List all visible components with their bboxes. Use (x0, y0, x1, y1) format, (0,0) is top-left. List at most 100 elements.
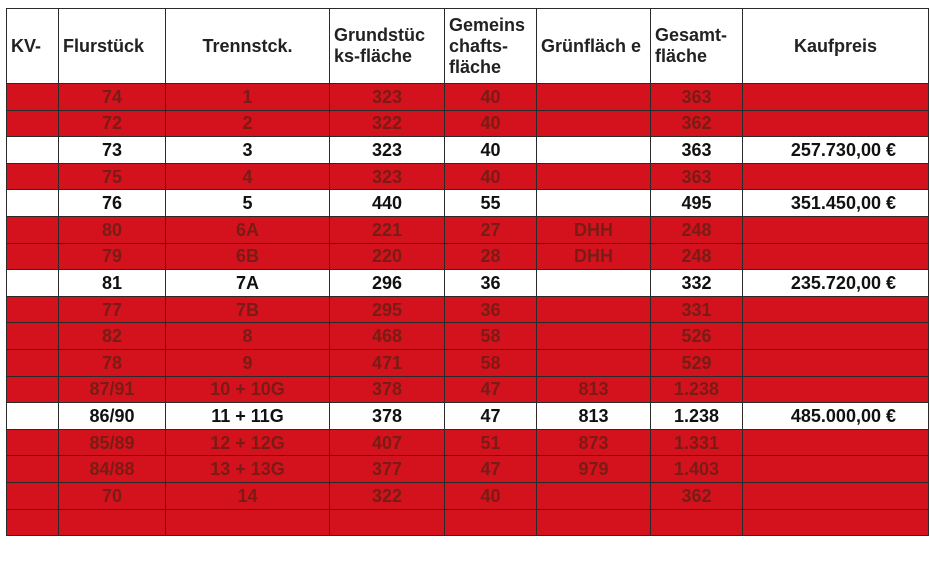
table-row: 87/91 10 + 10G 378 47 813 1.238 (6, 375, 929, 404)
cell-trennstueck: 5 (165, 189, 330, 217)
header-flurstueck: Flurstück (58, 8, 166, 84)
cell-kaufpreis (742, 83, 929, 111)
header-gesamtflaeche: Gesamt-fläche (650, 8, 743, 84)
cell-trennstueck: 11 + 11G (165, 402, 330, 430)
table-row: 84/88 13 + 13G 377 47 979 1.403 (6, 455, 929, 483)
cell-kaufpreis (742, 375, 929, 404)
cell-kaufpreis (742, 295, 929, 324)
cell-gesamtflaeche: 1.238 (650, 375, 743, 404)
cell-gesamtflaeche: 363 (650, 83, 743, 111)
cell-kaufpreis (742, 242, 929, 271)
cell-grundstuecksflaeche: 322 (329, 109, 445, 138)
cell-grundstuecksflaeche: 221 (329, 215, 445, 244)
cell-flurstueck (58, 508, 166, 537)
cell-trennstueck: 12 + 12G (165, 428, 330, 457)
cell-grundstuecksflaeche: 378 (329, 402, 445, 430)
cell-grundstuecksflaeche (329, 508, 445, 537)
cell-flurstueck: 75 (58, 162, 166, 191)
cell-gesamtflaeche (650, 508, 743, 537)
cell-gruenflaeche (536, 109, 651, 138)
cell-gruenflaeche (536, 481, 651, 510)
cell-kv (6, 83, 59, 111)
cell-grundstuecksflaeche: 407 (329, 428, 445, 457)
cell-gemeinschaftsflaeche: 36 (444, 295, 537, 324)
cell-gemeinschaftsflaeche: 40 (444, 136, 537, 164)
cell-gemeinschaftsflaeche: 55 (444, 189, 537, 217)
cell-gruenflaeche (536, 322, 651, 350)
cell-grundstuecksflaeche: 295 (329, 295, 445, 324)
cell-kv (6, 455, 59, 483)
table-row: 72 2 322 40 362 (6, 109, 929, 138)
property-table-container: KV- Flurstück Trennstck. Grundstüc ks-fl… (6, 8, 929, 537)
table-row: 70 14 322 40 362 (6, 481, 929, 510)
cell-kv (6, 481, 59, 510)
cell-kaufpreis: 485.000,00 € (742, 402, 929, 430)
cell-gemeinschaftsflaeche: 36 (444, 269, 537, 297)
cell-gruenflaeche: DHH (536, 242, 651, 271)
cell-kaufpreis (742, 215, 929, 244)
cell-gesamtflaeche: 362 (650, 109, 743, 138)
cell-flurstueck: 77 (58, 295, 166, 324)
cell-flurstueck: 80 (58, 215, 166, 244)
cell-grundstuecksflaeche: 323 (329, 162, 445, 191)
cell-trennstueck: 7B (165, 295, 330, 324)
table-row: 86/90 11 + 11G 378 47 813 1.238 485.000,00 € (6, 402, 929, 430)
table-body: 74 1 323 40 363 72 2 322 40 362 73 3 323 40 363 257.730… (6, 83, 929, 537)
cell-trennstueck: 1 (165, 83, 330, 111)
cell-gemeinschaftsflaeche: 40 (444, 481, 537, 510)
cell-kv (6, 295, 59, 324)
table-row: 81 7A 296 36 332 235.720,00 € (6, 269, 929, 297)
cell-flurstueck: 87/91 (58, 375, 166, 404)
cell-gruenflaeche (536, 83, 651, 111)
property-price-table: KV- Flurstück Trennstck. Grundstüc ks-fl… (6, 8, 929, 537)
cell-kv (6, 322, 59, 350)
cell-kaufpreis (742, 428, 929, 457)
cell-trennstueck (165, 508, 330, 537)
cell-gruenflaeche (536, 189, 651, 217)
cell-gesamtflaeche: 363 (650, 136, 743, 164)
cell-trennstueck: 8 (165, 322, 330, 350)
cell-trennstueck: 6B (165, 242, 330, 271)
cell-flurstueck: 76 (58, 189, 166, 217)
cell-gruenflaeche (536, 269, 651, 297)
cell-kv (6, 428, 59, 457)
table-row (6, 508, 929, 537)
table-row: 76 5 440 55 495 351.450,00 € (6, 189, 929, 217)
cell-grundstuecksflaeche: 378 (329, 375, 445, 404)
cell-gemeinschaftsflaeche: 47 (444, 375, 537, 404)
header-trennstueck: Trennstck. (165, 8, 330, 84)
cell-kv (6, 109, 59, 138)
cell-gemeinschaftsflaeche: 40 (444, 109, 537, 138)
cell-flurstueck: 73 (58, 136, 166, 164)
cell-flurstueck: 79 (58, 242, 166, 271)
table-row: 82 8 468 58 526 (6, 322, 929, 350)
cell-flurstueck: 72 (58, 109, 166, 138)
cell-grundstuecksflaeche: 220 (329, 242, 445, 271)
cell-gesamtflaeche: 363 (650, 162, 743, 191)
cell-gemeinschaftsflaeche: 28 (444, 242, 537, 271)
cell-kv (6, 136, 59, 164)
cell-gesamtflaeche: 331 (650, 295, 743, 324)
header-gruenflaeche: Grünfläch e (536, 8, 651, 84)
cell-kv (6, 162, 59, 191)
cell-kaufpreis (742, 455, 929, 483)
cell-flurstueck: 81 (58, 269, 166, 297)
table-row: 80 6A 221 27 DHH 248 (6, 215, 929, 244)
cell-grundstuecksflaeche: 471 (329, 348, 445, 377)
cell-gemeinschaftsflaeche (444, 508, 537, 537)
cell-trennstueck: 14 (165, 481, 330, 510)
cell-kaufpreis: 351.450,00 € (742, 189, 929, 217)
cell-gesamtflaeche: 1.331 (650, 428, 743, 457)
cell-kv (6, 375, 59, 404)
cell-grundstuecksflaeche: 296 (329, 269, 445, 297)
cell-flurstueck: 78 (58, 348, 166, 377)
cell-kv (6, 215, 59, 244)
cell-kaufpreis (742, 109, 929, 138)
cell-kv (6, 189, 59, 217)
cell-flurstueck: 84/88 (58, 455, 166, 483)
cell-grundstuecksflaeche: 323 (329, 136, 445, 164)
cell-gemeinschaftsflaeche: 51 (444, 428, 537, 457)
header-grundstuecksflaeche: Grundstüc ks-fläche (329, 8, 445, 84)
header-kv: KV- (6, 8, 59, 84)
cell-gemeinschaftsflaeche: 58 (444, 322, 537, 350)
